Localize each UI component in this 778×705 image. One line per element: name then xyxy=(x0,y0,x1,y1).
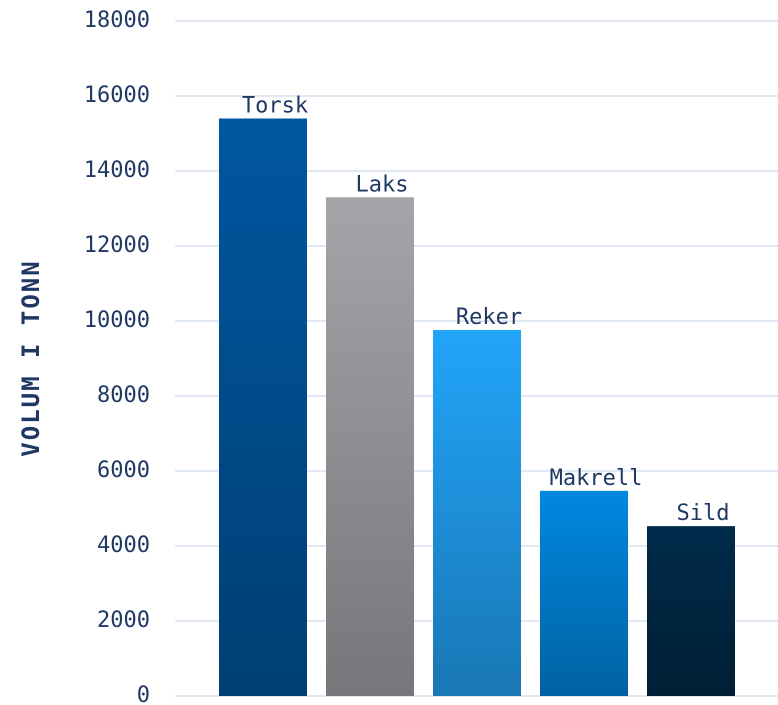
bar xyxy=(219,118,307,696)
bar-label: Torsk xyxy=(242,94,308,119)
y-tick-label: 0 xyxy=(137,683,150,705)
bar-label: Sild xyxy=(677,501,730,526)
bar-label: Laks xyxy=(356,172,409,197)
y-tick-label: 14000 xyxy=(84,158,150,183)
y-tick-label: 6000 xyxy=(97,458,150,483)
bar-label: Reker xyxy=(456,305,522,330)
y-tick-label: 8000 xyxy=(97,383,150,408)
y-axis-label: VOLUM I TONN xyxy=(17,259,45,456)
y-tick-label: 18000 xyxy=(84,8,150,33)
y-tick-label: 2000 xyxy=(97,608,150,633)
y-tick-label: 10000 xyxy=(84,308,150,333)
bar-label: Makrell xyxy=(550,466,643,491)
bar xyxy=(647,526,735,696)
bar xyxy=(540,490,628,696)
bar xyxy=(326,197,414,696)
y-tick-label: 16000 xyxy=(84,83,150,108)
y-tick-label: 4000 xyxy=(97,533,150,558)
y-tick-label: 12000 xyxy=(84,233,150,258)
bar xyxy=(433,330,521,696)
